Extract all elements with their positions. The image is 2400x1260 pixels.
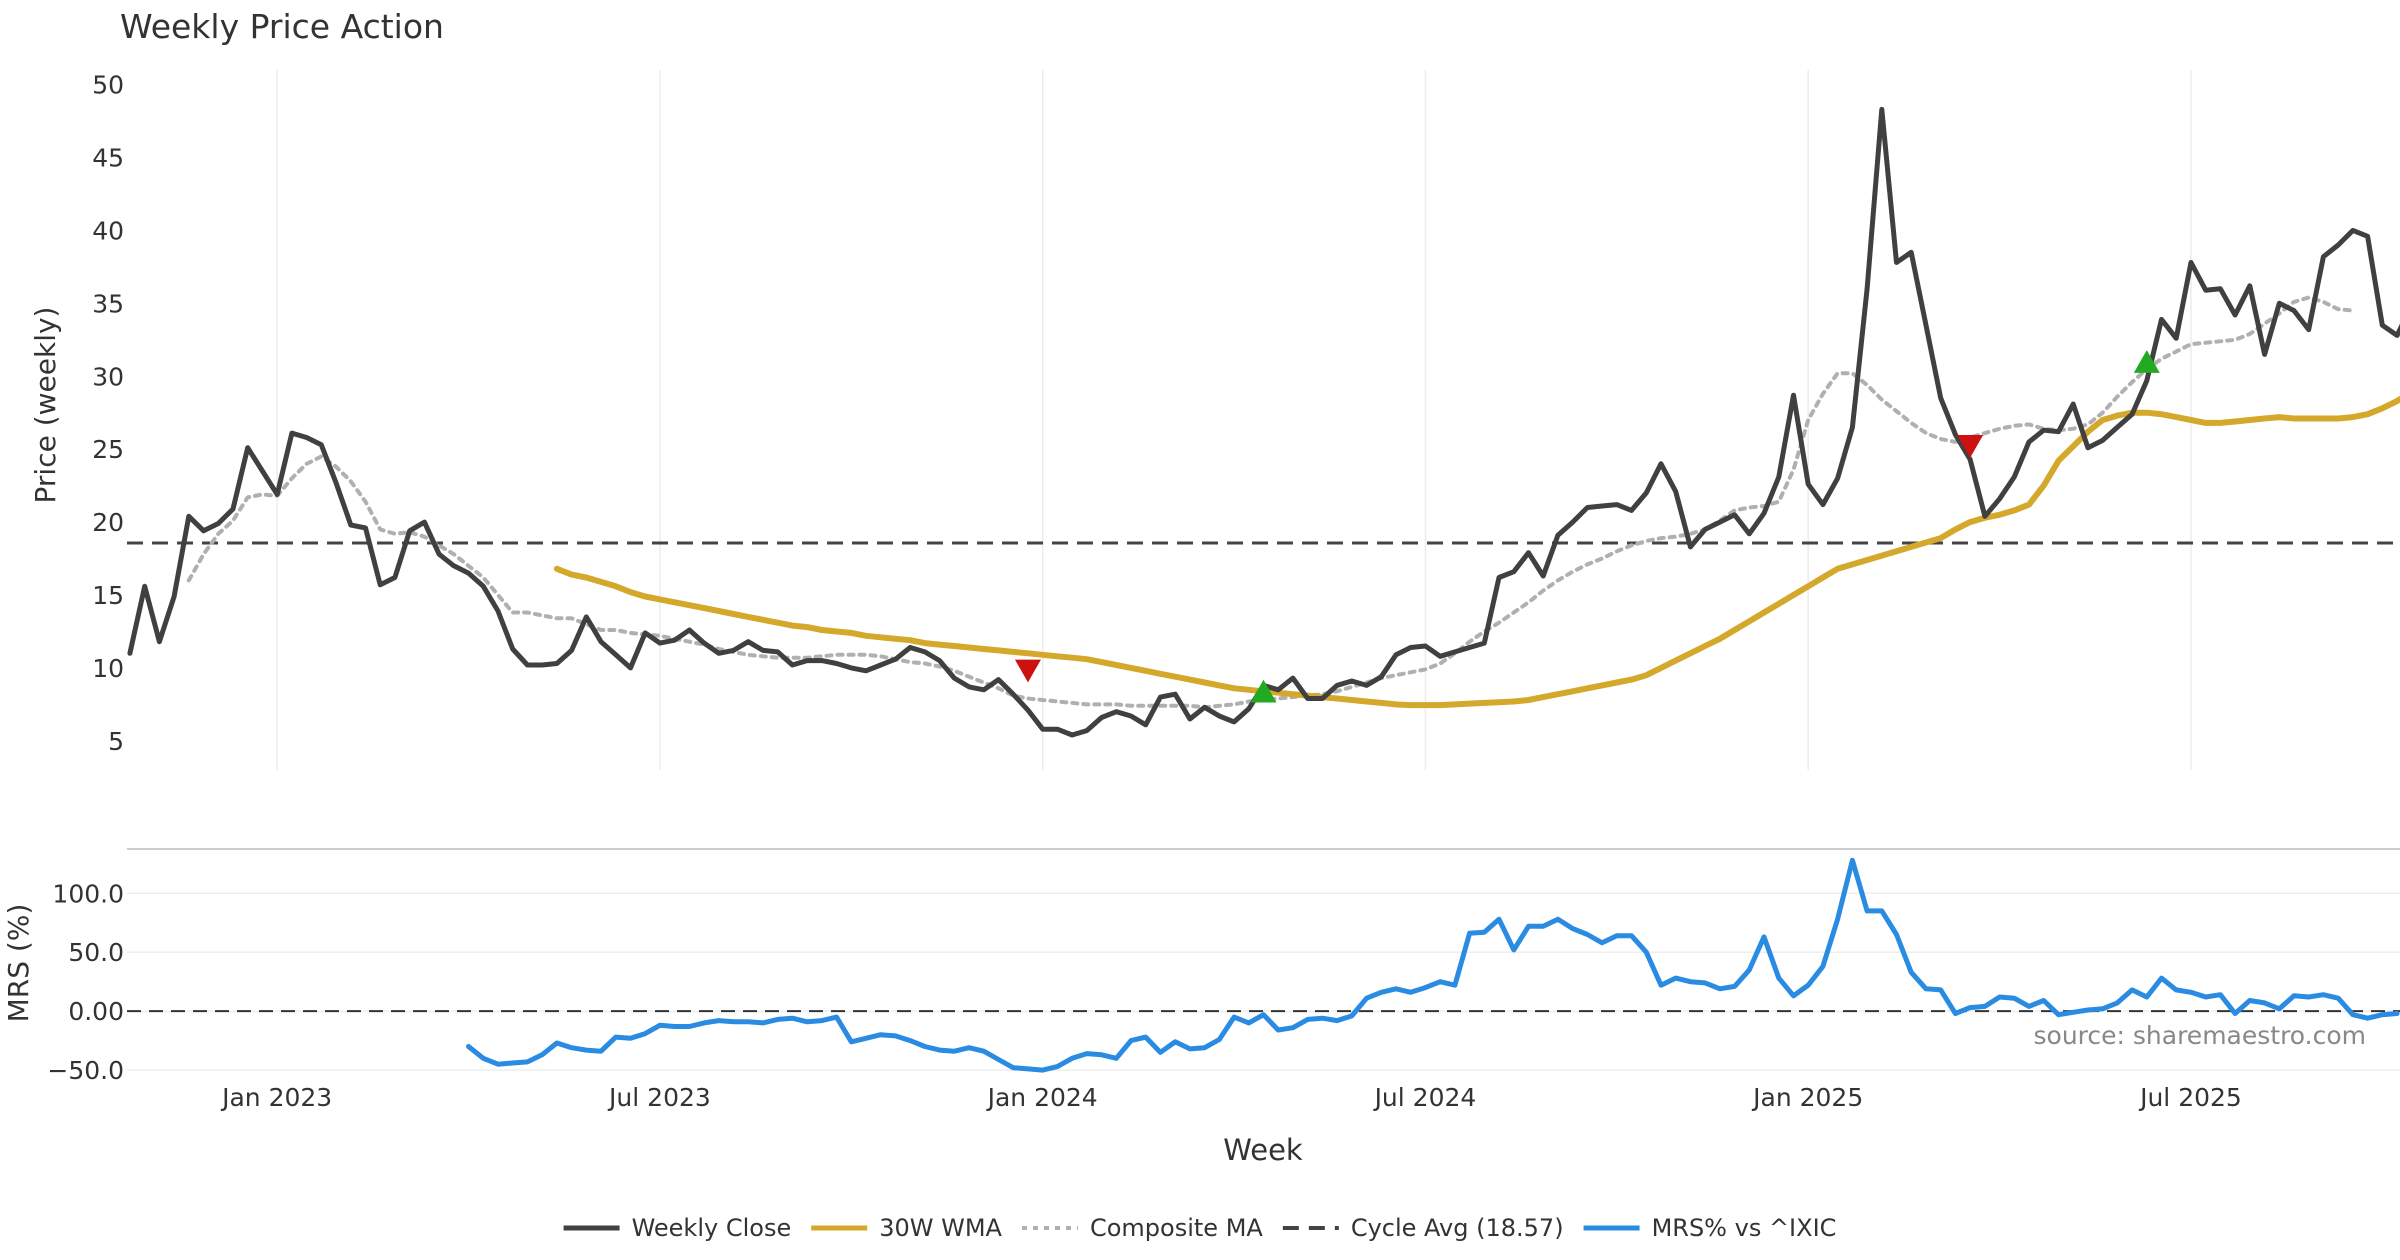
price-y-tick-15: 15	[92, 581, 124, 610]
price-series	[127, 106, 2400, 738]
x-tick-jul-2023: Jul 2023	[607, 1083, 711, 1112]
legend-item-composite-ma: Composite MA	[1021, 1214, 1263, 1242]
legend-item-weekly-close: Weekly Close	[563, 1214, 792, 1242]
legend-item-mrs-vs-ixic: MRS% vs ^IXIC	[1583, 1214, 1837, 1242]
price-y-tick-20: 20	[92, 508, 124, 537]
source-label: source: sharemaestro.com	[2034, 1021, 2367, 1050]
legend-label-mrs-vs-ixic: MRS% vs ^IXIC	[1652, 1214, 1837, 1242]
x-tick-labels: Jan 2023 Jul 2023 Jan 2024 Jul 2024 Jan 2025…	[220, 1083, 2242, 1112]
mrs-panel: 100.0 50.0 0.00 −50.0 MRS (%) source: share…	[2, 857, 2400, 1085]
x-tick-jan-2023: Jan 2023	[220, 1083, 332, 1112]
x-tick-jan-2025: Jan 2025	[1751, 1083, 1863, 1112]
price-y-tick-50: 50	[92, 71, 124, 100]
mrs-y-axis-label: MRS (%)	[2, 904, 35, 1023]
price-y-tick-labels: 5 10 15 20 25 30 35 40 45 50	[92, 71, 124, 756]
price-y-tick-30: 30	[92, 362, 124, 391]
legend-label-weekly-close: Weekly Close	[632, 1214, 792, 1242]
price-y-tick-40: 40	[92, 216, 124, 245]
legend-label-30w-wma: 30W WMA	[879, 1214, 1002, 1242]
mrs-y-tick-50-0: 50.0	[68, 938, 124, 967]
price-gridlines	[276, 70, 2192, 770]
mrs-y-tick-labels: 100.0 50.0 0.00 −50.0	[47, 879, 124, 1085]
price-y-tick-45: 45	[92, 144, 124, 173]
mrs-series	[127, 857, 2400, 1073]
mrs-y-tick-0-00: 0.00	[68, 997, 124, 1026]
weekly-close-line	[127, 106, 2400, 738]
legend-label-composite-ma: Composite MA	[1090, 1214, 1263, 1242]
legend-item-cycle-avg-18-57: Cycle Avg (18.57)	[1282, 1214, 1564, 1242]
sell-signal-marker-3	[1957, 435, 1984, 458]
mrs-vs-ixic-line	[466, 857, 2400, 1073]
mrs-y-tick-50-0: −50.0	[47, 1056, 124, 1085]
price-y-axis-label: Price (weekly)	[29, 307, 62, 504]
legend: Weekly Close 30W WMA Composite MA Cycle Avg…	[563, 1214, 1837, 1242]
price-y-tick-10: 10	[92, 654, 124, 683]
buy-signal-marker-2	[1250, 679, 1277, 703]
sell-signal-marker-1	[1014, 659, 1041, 683]
30w-wma-line	[553, 395, 2400, 709]
price-y-tick-35: 35	[92, 289, 124, 318]
price-y-tick-25: 25	[92, 435, 124, 464]
signal-markers	[1014, 350, 2160, 703]
price-y-tick-5: 5	[108, 727, 124, 756]
x-tick-jan-2024: Jan 2024	[986, 1083, 1098, 1112]
price-panel: 5 10 15 20 25 30 35 40 45 50 Price (weekly)	[29, 70, 2400, 770]
mrs-y-tick-100-0: 100.0	[52, 879, 124, 908]
chart-title: Weekly Price Action	[120, 7, 444, 46]
legend-label-cycle-avg-18-57: Cycle Avg (18.57)	[1351, 1214, 1564, 1242]
buy-signal-marker-4	[2133, 350, 2160, 373]
legend-item-30w-wma: 30W WMA	[811, 1214, 1003, 1242]
x-axis-label: Week	[1223, 1133, 1303, 1167]
x-tick-jul-2024: Jul 2024	[1373, 1083, 1477, 1112]
x-tick-jul-2025: Jul 2025	[2138, 1083, 2242, 1112]
